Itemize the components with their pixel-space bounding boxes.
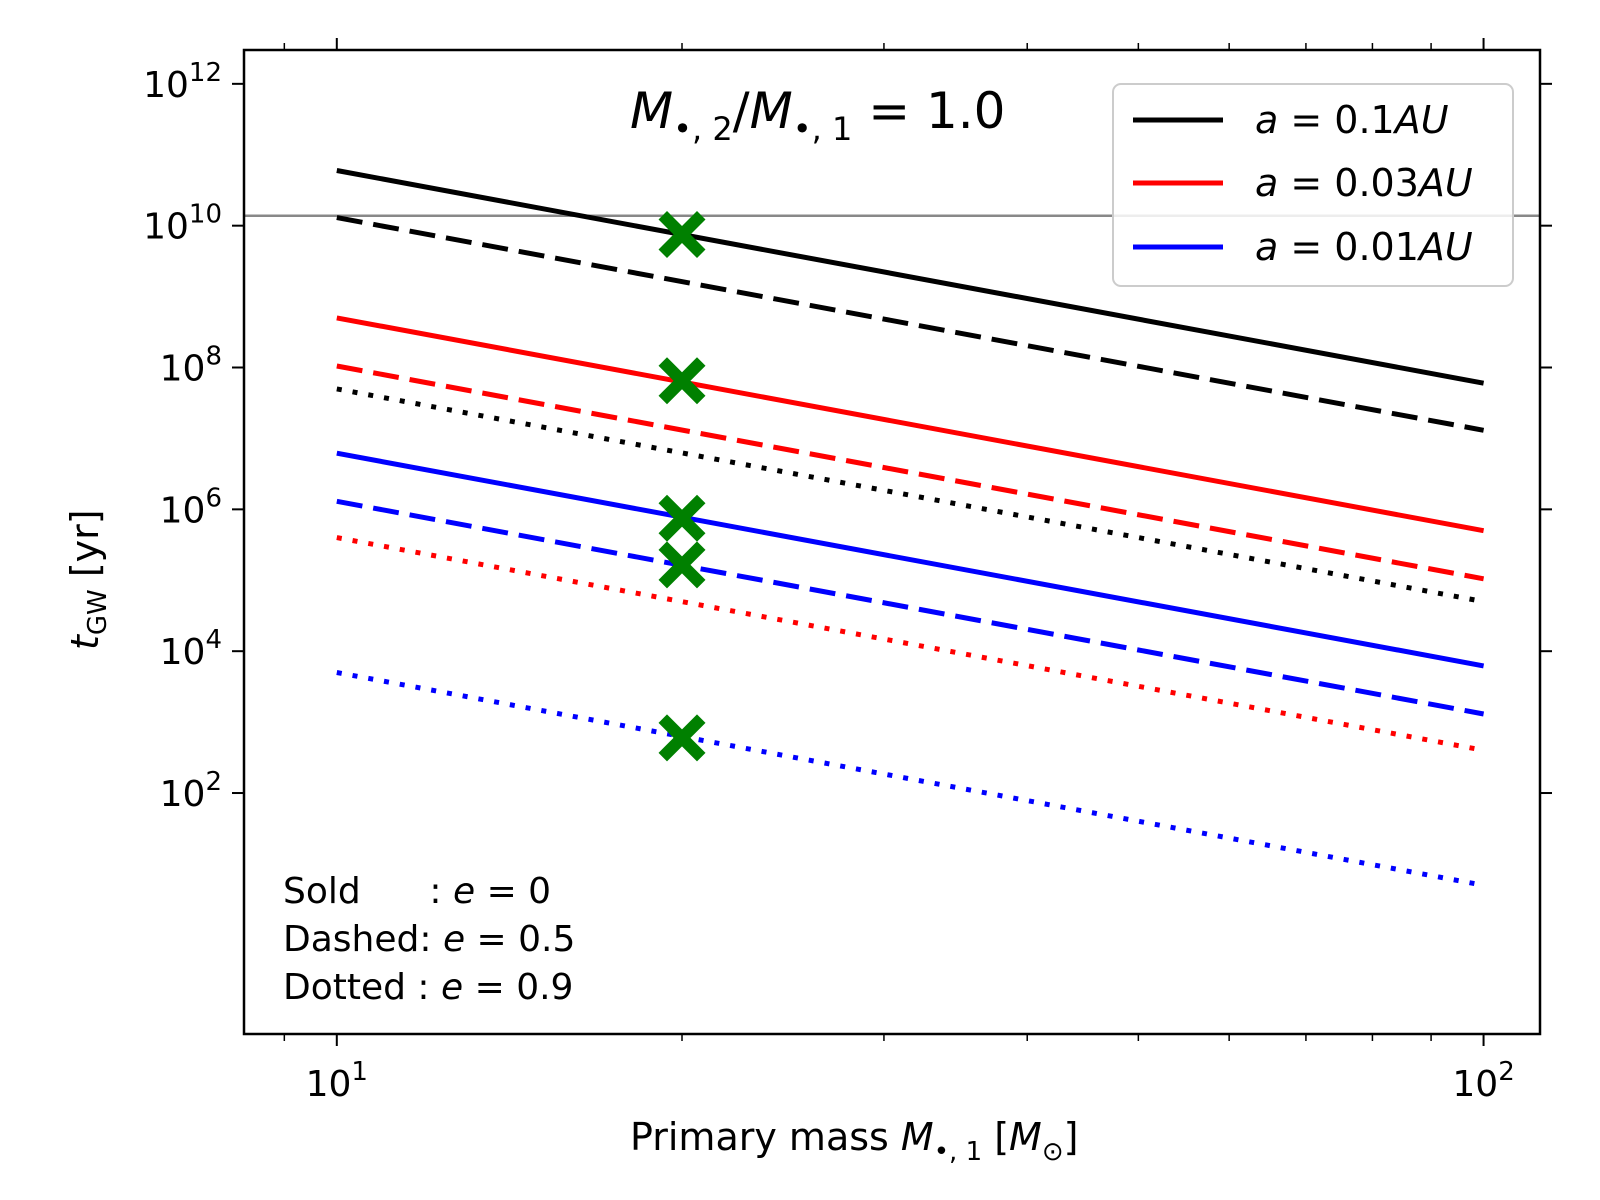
y-tick-label-5: 1012 xyxy=(143,58,222,106)
x-axis-label: Primary mass M•, 1 [M⊙] xyxy=(630,1115,1078,1167)
series-line-3 xyxy=(336,315,1485,534)
linestyle-annotation: Sold : e = 0 Dashed: e = 0.5 Dotted : e … xyxy=(283,871,575,1008)
marker-x-2 xyxy=(658,494,706,542)
plot-frame xyxy=(242,48,1542,1036)
series-line-5 xyxy=(336,535,1485,753)
y-tick-label-2: 106 xyxy=(160,483,222,531)
marker-x-0 xyxy=(658,211,706,259)
series-line-7 xyxy=(336,498,1485,717)
marker-x-4 xyxy=(658,714,706,762)
y-tick-label-1: 104 xyxy=(160,625,222,673)
series-line-1 xyxy=(336,215,1485,433)
chart-title: M•, 2/M•, 1 = 1.0 xyxy=(630,82,1006,148)
legend-label-0.01au: a = 0.01AU xyxy=(1255,225,1473,269)
marker-x-3 xyxy=(658,541,706,589)
annotation-solid: Sold : e = 0 xyxy=(283,871,551,912)
marker-x-1 xyxy=(658,357,706,405)
legend-label-0.03au: a = 0.03AU xyxy=(1255,161,1473,205)
y-tick-label-4: 1010 xyxy=(143,200,222,248)
y-tick-label-3: 108 xyxy=(160,342,222,390)
legend-box xyxy=(1112,83,1514,287)
x-tick-label-0: 101 xyxy=(306,1057,368,1105)
x-tick-label-1: 102 xyxy=(1452,1057,1514,1105)
series-line-8 xyxy=(336,670,1485,888)
series-line-2 xyxy=(336,386,1485,605)
y-axis-label: tGW [yr] xyxy=(63,509,113,650)
legend-label-0.1au: a = 0.1AU xyxy=(1255,98,1449,142)
y-tick-label-0: 102 xyxy=(160,767,222,815)
legend: a = 0.1AU a = 0.03AU a = 0.01AU xyxy=(1112,83,1514,287)
series-line-4 xyxy=(336,363,1485,582)
annotation-dotted: Dotted : e = 0.9 xyxy=(283,967,573,1008)
annotation-dashed: Dashed: e = 0.5 xyxy=(283,919,575,960)
series-line-0 xyxy=(336,168,1485,386)
series-line-6 xyxy=(336,450,1485,669)
